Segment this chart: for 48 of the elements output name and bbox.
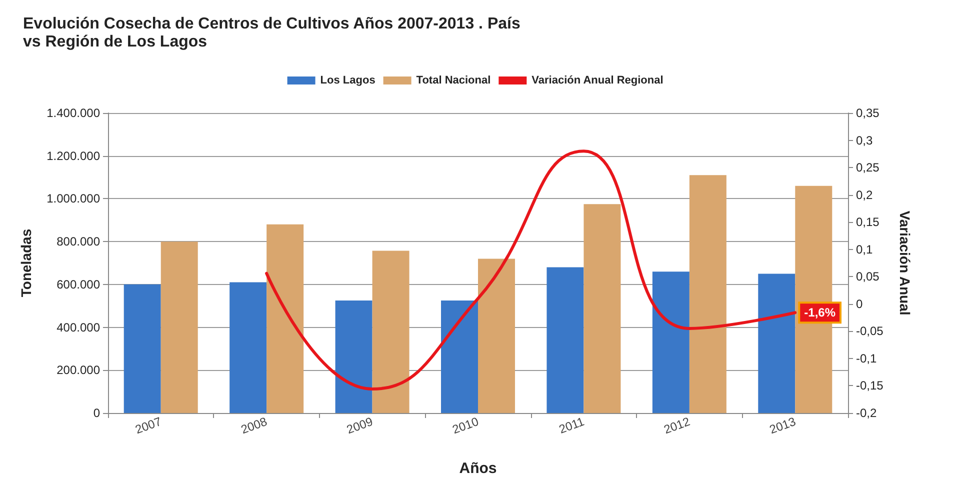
y-tick-label: 200.000 [56,363,100,378]
bar [758,274,796,413]
bar [478,258,515,413]
y2-tick-label: -0,15 [856,378,884,393]
y2-tick-label: 0,15 [856,215,880,230]
y2-tick-label: -0,1 [856,351,878,366]
y2-tick-label: 0,35 [856,106,880,120]
y2-tick-label: 0,1 [856,242,874,256]
y-tick-label: 600.000 [56,277,100,292]
bar [335,300,372,413]
y2-tick-label: 0,05 [856,270,880,284]
x-tick-label: 2010 [450,414,481,437]
bar [266,224,304,413]
y-tick-label: 1.400.000 [46,106,100,120]
y2-tick-label: 0,3 [856,133,874,148]
bar [372,250,410,413]
x-tick-label: 2012 [662,414,692,437]
data-label: -1,6% [804,306,836,320]
y-tick-label: 400.000 [56,320,100,334]
bar [160,242,198,413]
legend-label: Los Lagos [320,74,376,86]
y2-tick-label: -0,2 [856,406,878,420]
x-tick-label: 2008 [239,414,270,437]
y2-tick-label: -0,05 [856,324,884,338]
x-tick-label: 2011 [557,414,586,436]
bar [584,204,621,413]
y-tick-label: 0 [93,406,100,420]
y-axis-title: Toneladas [18,228,34,298]
bar [652,272,690,413]
legend-label: Variación Anual Regional [532,74,664,86]
y2-axis-title: Variación Anual [897,210,913,316]
y-tick-label: 1.200.000 [46,148,100,163]
y2-tick-label: 0 [856,296,863,311]
legend-label: Total Nacional [416,74,491,86]
y2-tick-label: 0,2 [856,188,874,202]
y-tick-label: 1.000.000 [46,192,100,206]
bar [689,175,726,413]
x-tick-label: 2007 [133,414,164,437]
bar [124,284,161,413]
bar [546,267,584,413]
y2-tick-label: 0,25 [856,160,880,175]
bar [441,300,478,413]
x-axis-title: Años [459,460,497,477]
x-tick-label: 2009 [344,414,375,437]
chart-title: Evolución Cosecha de Centros de Cultivos Años 2007-2013 . País vs Región de Los Lagos [23,16,525,50]
bar [230,282,267,413]
y-tick-label: 800.000 [56,234,100,249]
x-tick-label: 2013 [768,414,798,437]
